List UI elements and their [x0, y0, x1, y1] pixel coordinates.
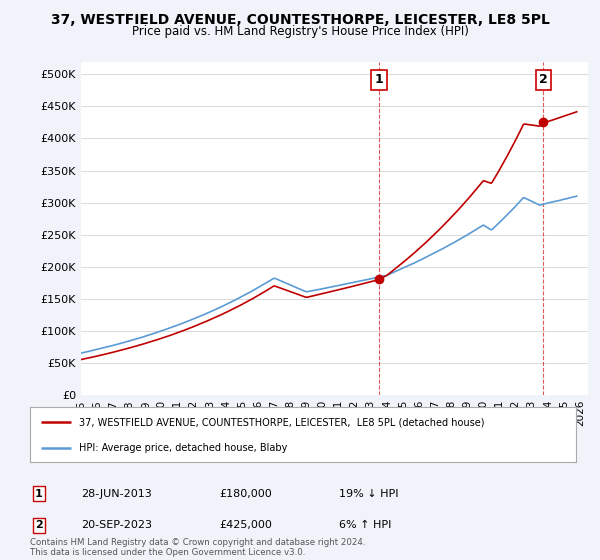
Text: HPI: Average price, detached house, Blaby: HPI: Average price, detached house, Blab…: [79, 444, 287, 453]
Text: 20-SEP-2023: 20-SEP-2023: [81, 520, 152, 530]
Text: 2: 2: [35, 520, 43, 530]
Text: 28-JUN-2013: 28-JUN-2013: [81, 489, 152, 499]
Text: 6% ↑ HPI: 6% ↑ HPI: [339, 520, 391, 530]
Text: £425,000: £425,000: [219, 520, 272, 530]
Text: 37, WESTFIELD AVENUE, COUNTESTHORPE, LEICESTER,  LE8 5PL (detached house): 37, WESTFIELD AVENUE, COUNTESTHORPE, LEI…: [79, 418, 485, 427]
Text: £180,000: £180,000: [219, 489, 272, 499]
Text: 37, WESTFIELD AVENUE, COUNTESTHORPE, LEICESTER, LE8 5PL: 37, WESTFIELD AVENUE, COUNTESTHORPE, LEI…: [50, 13, 550, 27]
Text: 1: 1: [374, 73, 383, 86]
Text: Contains HM Land Registry data © Crown copyright and database right 2024.
This d: Contains HM Land Registry data © Crown c…: [30, 538, 365, 557]
Text: 2: 2: [539, 73, 548, 86]
Text: 1: 1: [35, 489, 43, 499]
Text: 19% ↓ HPI: 19% ↓ HPI: [339, 489, 398, 499]
Text: Price paid vs. HM Land Registry's House Price Index (HPI): Price paid vs. HM Land Registry's House …: [131, 25, 469, 38]
